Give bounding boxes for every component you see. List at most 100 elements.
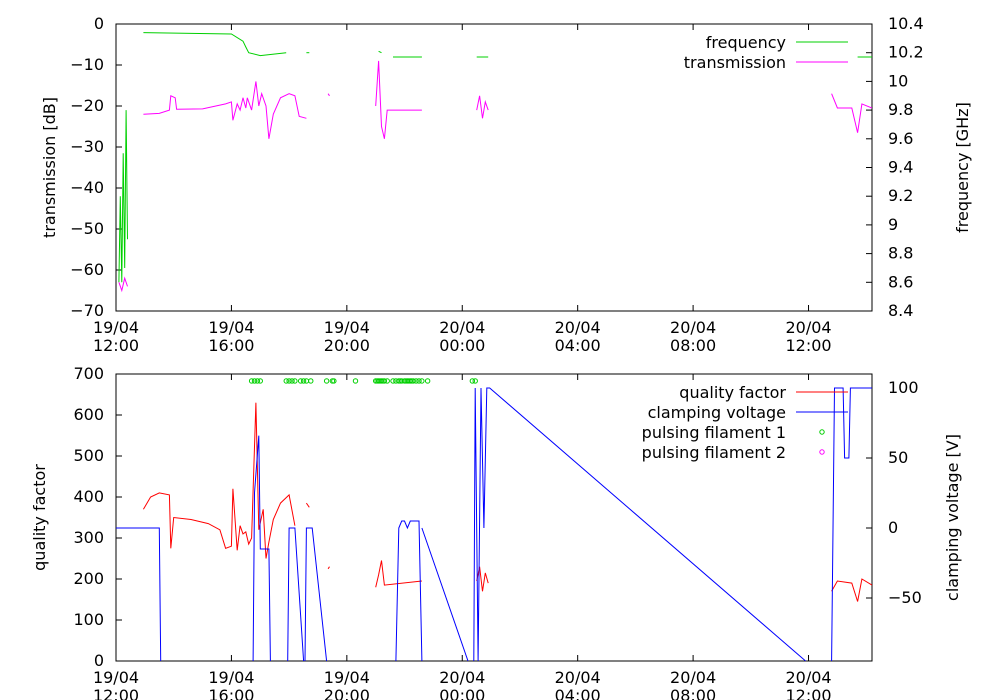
series-clamping-voltage-line <box>116 527 162 661</box>
series-pulsing-filament-1-point <box>381 378 388 384</box>
y-right-tick-label: 100 <box>888 378 919 397</box>
series-pulsing-filament-1-point <box>300 378 307 384</box>
x-tick-label-time: 08:00 <box>670 686 716 700</box>
series-pulsing-filament-1-point <box>323 378 330 384</box>
series-transmission-line <box>375 60 422 139</box>
series-pulsing-filament-1-point <box>472 378 478 384</box>
x-tick-label-time: 16:00 <box>208 686 254 700</box>
series-pulsing-filament-1-point <box>413 378 419 384</box>
legend-label: pulsing filament 2 <box>642 443 786 462</box>
series-pulsing-filament-1-point <box>331 378 337 384</box>
series-quality-factor-line <box>375 560 422 588</box>
series-pulsing-filament-1-point <box>283 378 289 384</box>
x-tick-label-time: 12:00 <box>785 336 831 355</box>
x-tick-label-date: 19/04 <box>208 318 254 337</box>
x-tick-label-date: 20/04 <box>785 668 831 687</box>
series-frequency-line <box>143 32 287 57</box>
x-tick-label-time: 16:00 <box>208 336 254 355</box>
x-tick-label-date: 20/04 <box>439 318 485 337</box>
series-quality-factor-line <box>831 578 872 602</box>
series-pulsing-filament-1-point <box>308 378 314 384</box>
series-quality-factor-line <box>305 502 310 508</box>
y-left-tick-label: −60 <box>70 260 104 279</box>
plot-frame <box>115 373 873 662</box>
series-pulsing-filament-1-point <box>289 378 295 384</box>
y-right-tick-label: 9.2 <box>888 186 913 205</box>
x-tick-label-date: 19/04 <box>208 668 254 687</box>
legend-label: pulsing filament 1 <box>642 423 786 442</box>
y-right-tick-label: 10 <box>888 71 908 90</box>
series-transmission-line <box>143 81 307 139</box>
x-tick-label-date: 20/04 <box>555 318 601 337</box>
y-left-tick-label: 0 <box>94 651 104 670</box>
series-clamping-voltage-line <box>287 527 305 661</box>
series-frequency-line <box>118 110 128 283</box>
x-tick-label-date: 20/04 <box>670 318 716 337</box>
x-tick-label-time: 00:00 <box>439 686 485 700</box>
legend-marker <box>819 429 825 435</box>
plot-area <box>116 378 872 661</box>
series-pulsing-filament-1-point <box>416 378 422 384</box>
y-right-tick-label: 9.6 <box>888 129 913 148</box>
series-pulsing-filament-1-point <box>303 378 310 384</box>
legend-marker <box>819 449 825 455</box>
y-right-tick-label: 0 <box>888 518 898 537</box>
legend-label: frequency <box>706 33 786 52</box>
y-right-tick-label: 9 <box>888 215 898 234</box>
y-left-tick-label: 200 <box>73 569 104 588</box>
x-tick-label-time: 20:00 <box>324 686 370 700</box>
legend-label: transmission <box>684 53 786 72</box>
series-clamping-voltage-line <box>421 527 469 661</box>
x-tick-label-date: 19/04 <box>324 668 370 687</box>
series-pulsing-filament-1-point <box>384 378 390 384</box>
y-right-tick-label: 8.4 <box>888 301 913 320</box>
y-left-axis-label: quality factor <box>30 464 49 571</box>
series-clamping-voltage-line <box>304 527 328 661</box>
y-left-tick-label: 400 <box>73 487 104 506</box>
x-tick-label-date: 20/04 <box>439 668 485 687</box>
y-left-axis-label: transmission [dB] <box>40 97 59 238</box>
y-right-tick-label: 8.8 <box>888 244 913 263</box>
y-right-tick-label: 50 <box>888 448 908 467</box>
x-tick-label-time: 12:00 <box>93 336 139 355</box>
series-quality-factor-line <box>142 402 296 559</box>
y-left-tick-label: −70 <box>70 301 104 320</box>
y-left-tick-label: 0 <box>94 14 104 33</box>
y-right-tick-label: 10.2 <box>888 43 924 62</box>
x-tick-label-time: 12:00 <box>785 686 831 700</box>
x-tick-label-date: 20/04 <box>555 668 601 687</box>
series-pulsing-filament-1-point <box>292 378 298 384</box>
series-pulsing-filament-1-point <box>424 378 431 384</box>
legend-label: clamping voltage <box>648 403 786 422</box>
y-left-tick-label: −20 <box>70 96 104 115</box>
y-left-tick-label: −50 <box>70 219 104 238</box>
series-transmission-line <box>118 276 128 293</box>
series-frequency-line <box>378 50 382 54</box>
x-tick-label-time: 12:00 <box>93 686 139 700</box>
x-tick-label-time: 08:00 <box>670 336 716 355</box>
series-transmission-line <box>327 93 330 97</box>
y-right-tick-label: 9.8 <box>888 100 913 119</box>
x-tick-label-time: 00:00 <box>439 336 485 355</box>
y-left-tick-label: 700 <box>73 364 104 383</box>
series-pulsing-filament-1-point <box>254 378 261 384</box>
x-tick-label-date: 20/04 <box>670 668 716 687</box>
series-pulsing-filament-1-point <box>251 378 258 384</box>
series-quality-factor-line <box>327 566 330 570</box>
series-transmission-line <box>476 95 489 119</box>
series-pulsing-filament-1-point <box>286 378 292 384</box>
series-pulsing-filament-1-point <box>410 378 416 384</box>
y-left-tick-label: −40 <box>70 178 104 197</box>
y-right-axis-label: frequency [GHz] <box>953 102 972 233</box>
series-transmission-line <box>831 93 872 133</box>
series-clamping-voltage-line <box>473 387 806 661</box>
y-left-tick-label: −30 <box>70 137 104 156</box>
series-pulsing-filament-1-point <box>352 378 359 384</box>
legend-label: quality factor <box>679 383 786 402</box>
y-right-tick-label: 8.6 <box>888 272 913 291</box>
y-right-axis-label: clamping voltage [V] <box>943 434 962 601</box>
y-right-tick-label: 10.4 <box>888 14 924 33</box>
x-tick-label-date: 19/04 <box>93 668 139 687</box>
series-pulsing-filament-1-point <box>257 378 263 384</box>
